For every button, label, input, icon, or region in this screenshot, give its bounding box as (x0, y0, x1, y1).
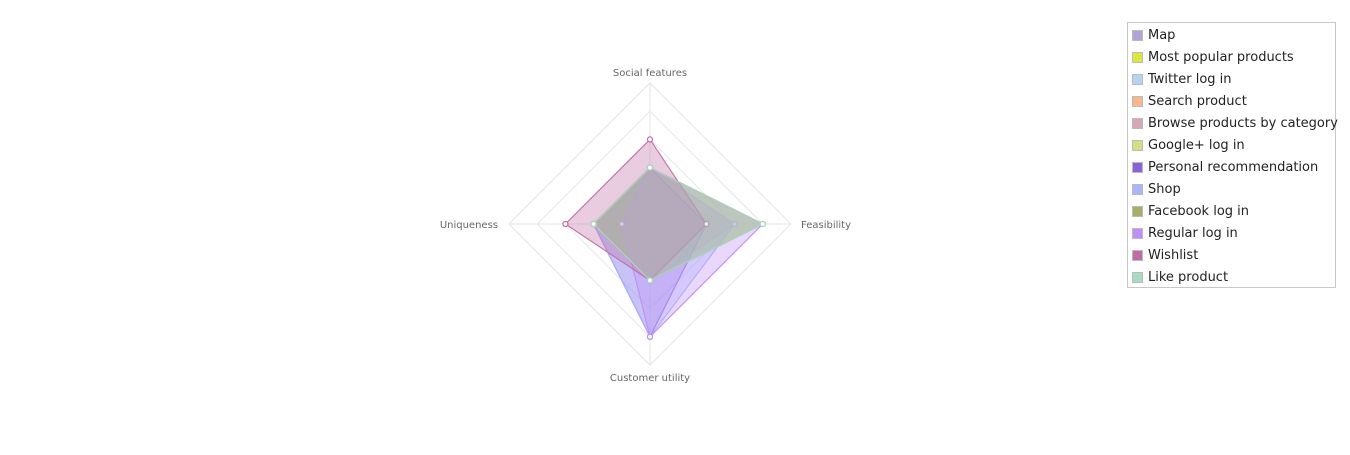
legend-swatch (1132, 117, 1143, 129)
data-point (759, 220, 766, 228)
legend-swatch (1132, 95, 1143, 107)
legend-swatch (1132, 29, 1143, 41)
legend-label: Most popular products (1148, 49, 1294, 65)
legend: Map Most popular products Twitter log in Se… (1127, 22, 1338, 288)
data-point (731, 220, 738, 228)
legend-item[interactable]: Personal recommendation (1128, 156, 1335, 178)
legend-swatch (1132, 161, 1143, 173)
legend-swatch (1132, 271, 1143, 283)
legend-swatch (1132, 73, 1143, 85)
legend-label: Shop (1148, 181, 1181, 197)
legend-swatch (1132, 249, 1143, 261)
data-point (562, 220, 569, 228)
legend-label: Twitter log in (1148, 71, 1232, 87)
legend-item[interactable]: Browse products by category (1128, 112, 1338, 134)
legend-item[interactable]: Most popular products (1128, 46, 1335, 68)
legend-label: Regular log in (1148, 225, 1238, 241)
legend-label: Personal recommendation (1148, 159, 1319, 175)
legend-item[interactable]: Like product (1128, 266, 1335, 288)
axis-label: Customer utility (610, 373, 690, 384)
legend-item[interactable]: Twitter log in (1128, 68, 1335, 90)
axis-label: Uniqueness (440, 220, 498, 231)
legend-label: Facebook log in (1148, 203, 1250, 219)
legend-swatch (1132, 51, 1143, 63)
legend-label: Map (1148, 27, 1176, 43)
data-point (590, 220, 597, 228)
legend-item[interactable]: Wishlist (1128, 244, 1335, 266)
legend-swatch (1132, 227, 1143, 239)
series-like-product (590, 164, 766, 284)
legend-label: Google+ log in (1148, 137, 1245, 153)
legend-label: Browse products by category (1148, 115, 1338, 131)
legend-item[interactable]: Google+ log in (1128, 134, 1335, 156)
data-point (646, 333, 654, 340)
axis-label: Social features (613, 68, 687, 79)
axis-label: Feasibility (801, 220, 851, 231)
legend-item[interactable]: Regular log in (1128, 222, 1335, 244)
legend-label: Wishlist (1148, 247, 1199, 263)
legend-item[interactable]: Facebook log in (1128, 200, 1335, 222)
legend-swatch (1132, 205, 1143, 217)
legend-label: Like product (1148, 269, 1229, 285)
legend-swatch (1132, 183, 1143, 195)
data-point (646, 136, 654, 143)
data-point (618, 220, 625, 228)
legend-label: Search product (1148, 93, 1247, 109)
data-point (646, 277, 654, 284)
data-point (703, 220, 710, 228)
legend-item[interactable]: Map (1128, 24, 1335, 46)
legend-item[interactable]: Search product (1128, 90, 1335, 112)
legend-item[interactable]: Shop (1128, 178, 1335, 200)
data-point (646, 164, 654, 171)
data-point (646, 192, 654, 199)
legend-swatch (1132, 139, 1143, 151)
